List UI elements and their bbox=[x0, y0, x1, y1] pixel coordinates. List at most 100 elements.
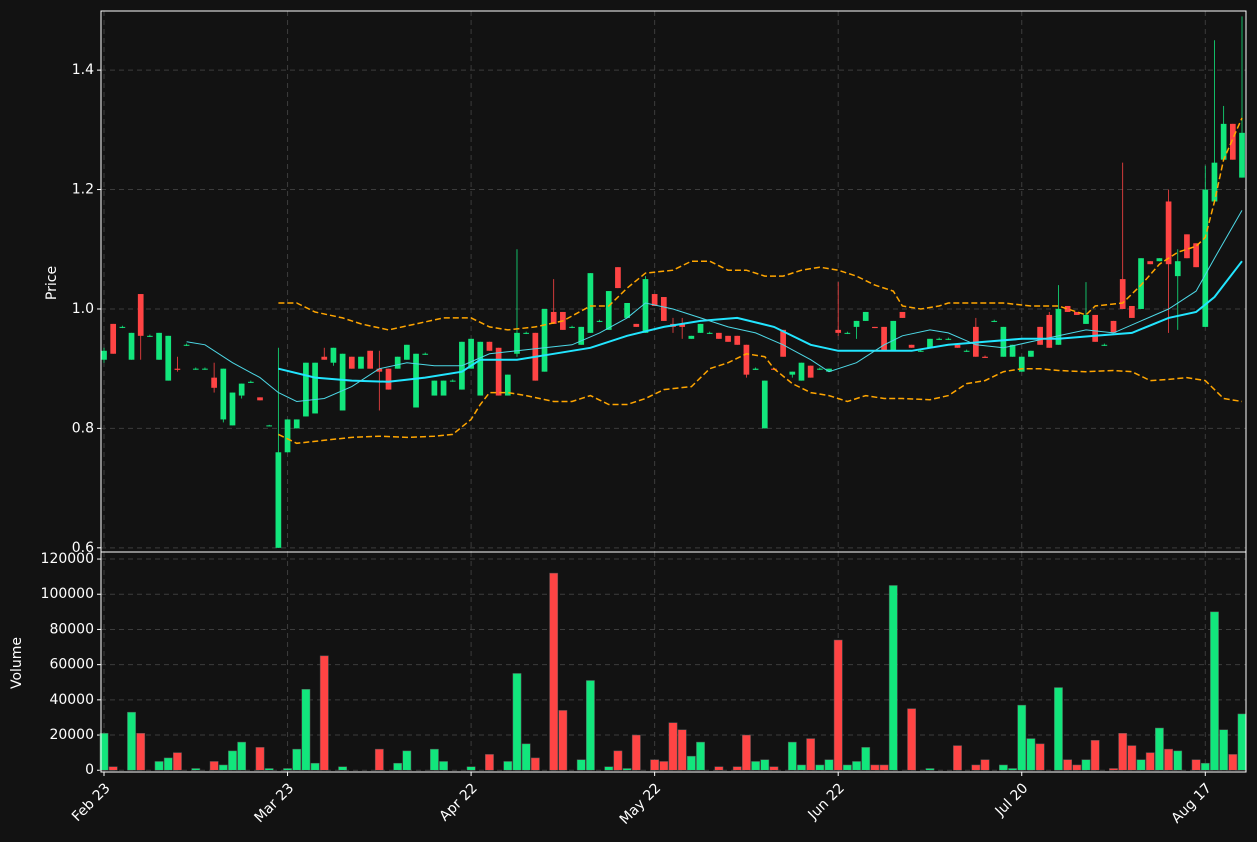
candle-body bbox=[477, 341, 484, 396]
candle-body bbox=[688, 335, 695, 339]
volume-bar bbox=[173, 752, 182, 771]
candle-body bbox=[376, 368, 383, 372]
y-tick-label: 0.8 bbox=[72, 420, 94, 436]
volume-bar bbox=[861, 747, 871, 771]
volume-bar bbox=[136, 733, 146, 771]
volume-bar bbox=[1191, 759, 1201, 771]
volume-bar bbox=[613, 750, 623, 771]
candle-body bbox=[348, 356, 355, 369]
volume-bar bbox=[191, 768, 201, 771]
volume-bar bbox=[953, 745, 962, 771]
volume-bar bbox=[1155, 727, 1164, 771]
volume-bar bbox=[402, 750, 412, 771]
volume-bar bbox=[154, 761, 164, 771]
volume-tick-label: 40000 bbox=[49, 692, 94, 708]
candle-body bbox=[431, 380, 438, 396]
candle-body bbox=[440, 380, 447, 396]
volume-bar bbox=[1228, 754, 1238, 771]
candle-body bbox=[385, 368, 392, 390]
volume-bar bbox=[228, 750, 237, 771]
volume-bar bbox=[677, 729, 687, 771]
volume-bar bbox=[218, 764, 228, 771]
volume-bar bbox=[586, 680, 595, 771]
candle-body bbox=[780, 329, 786, 357]
volume-bar bbox=[732, 766, 742, 771]
volume-bar bbox=[696, 741, 705, 771]
candle-body bbox=[192, 368, 199, 370]
volume-tick-label: 100000 bbox=[41, 586, 94, 602]
candle-body bbox=[339, 353, 346, 411]
candle-body bbox=[615, 267, 621, 289]
candle-body bbox=[1055, 308, 1062, 345]
candle-body bbox=[367, 350, 373, 369]
candle-body bbox=[1037, 326, 1043, 345]
candle-body bbox=[1184, 234, 1190, 259]
candle-body bbox=[413, 353, 419, 408]
volume-bar bbox=[549, 572, 559, 771]
volume-tick-label: 0 bbox=[85, 762, 94, 778]
y-tick-label: 1.4 bbox=[72, 62, 94, 78]
volume-bar bbox=[301, 689, 311, 771]
volume-bar bbox=[787, 741, 797, 771]
volume-bar bbox=[558, 710, 568, 771]
volume-bar bbox=[530, 757, 540, 771]
candle-body bbox=[394, 356, 401, 369]
candle-body bbox=[899, 311, 906, 318]
candle-body bbox=[147, 335, 153, 337]
candle-body bbox=[1110, 320, 1117, 333]
candle-body bbox=[816, 368, 823, 370]
volume-bar bbox=[631, 734, 641, 771]
candle-body bbox=[725, 335, 731, 342]
candle-body bbox=[743, 344, 750, 375]
candle-body bbox=[422, 353, 429, 355]
candle-body bbox=[651, 294, 658, 306]
volume-bar bbox=[879, 764, 889, 771]
volume-bar bbox=[842, 764, 852, 771]
volume-bar bbox=[108, 766, 118, 771]
volume-bar bbox=[1109, 768, 1118, 771]
candle-body bbox=[1092, 314, 1099, 342]
volume-bar bbox=[521, 743, 531, 771]
volume-bar bbox=[512, 673, 522, 771]
candle-body bbox=[220, 368, 227, 420]
volume-bar bbox=[393, 762, 403, 771]
candle-body bbox=[596, 320, 603, 322]
volume-bar bbox=[1072, 764, 1082, 771]
candle-body bbox=[1046, 314, 1053, 348]
volume-bar bbox=[1219, 729, 1229, 771]
candle-body bbox=[449, 380, 456, 382]
y-tick-label: 1.0 bbox=[72, 301, 94, 317]
volume-bar bbox=[485, 754, 494, 771]
candle-body bbox=[303, 362, 309, 417]
candle-body bbox=[660, 297, 667, 321]
volume-bar bbox=[806, 738, 816, 771]
candle-body bbox=[569, 326, 575, 328]
candle-body bbox=[468, 338, 474, 369]
candle-body bbox=[504, 374, 511, 396]
candle-body bbox=[321, 356, 328, 360]
volume-bar bbox=[668, 722, 678, 771]
candle-body bbox=[826, 368, 832, 372]
candle-body bbox=[917, 350, 924, 352]
volume-bar bbox=[1136, 759, 1146, 771]
candle-body bbox=[1165, 201, 1172, 265]
candle-body bbox=[1229, 123, 1236, 160]
candle-body bbox=[550, 311, 557, 324]
candle-body bbox=[495, 347, 502, 396]
candle-body bbox=[881, 326, 887, 351]
volume-bar bbox=[430, 748, 439, 771]
candle-body bbox=[927, 338, 933, 348]
candle-body bbox=[293, 419, 300, 429]
candle-body bbox=[174, 368, 181, 370]
candle-body bbox=[1156, 258, 1163, 262]
candle-body bbox=[1073, 311, 1080, 315]
candle-body bbox=[982, 356, 988, 358]
candle-body bbox=[119, 326, 126, 328]
volume-axis-label: Volume bbox=[9, 637, 25, 689]
candle-body bbox=[404, 344, 410, 360]
candle-body bbox=[266, 425, 273, 427]
candle-body bbox=[642, 279, 649, 333]
volume-bar bbox=[714, 766, 724, 771]
volume-tick-label: 120000 bbox=[41, 551, 94, 567]
